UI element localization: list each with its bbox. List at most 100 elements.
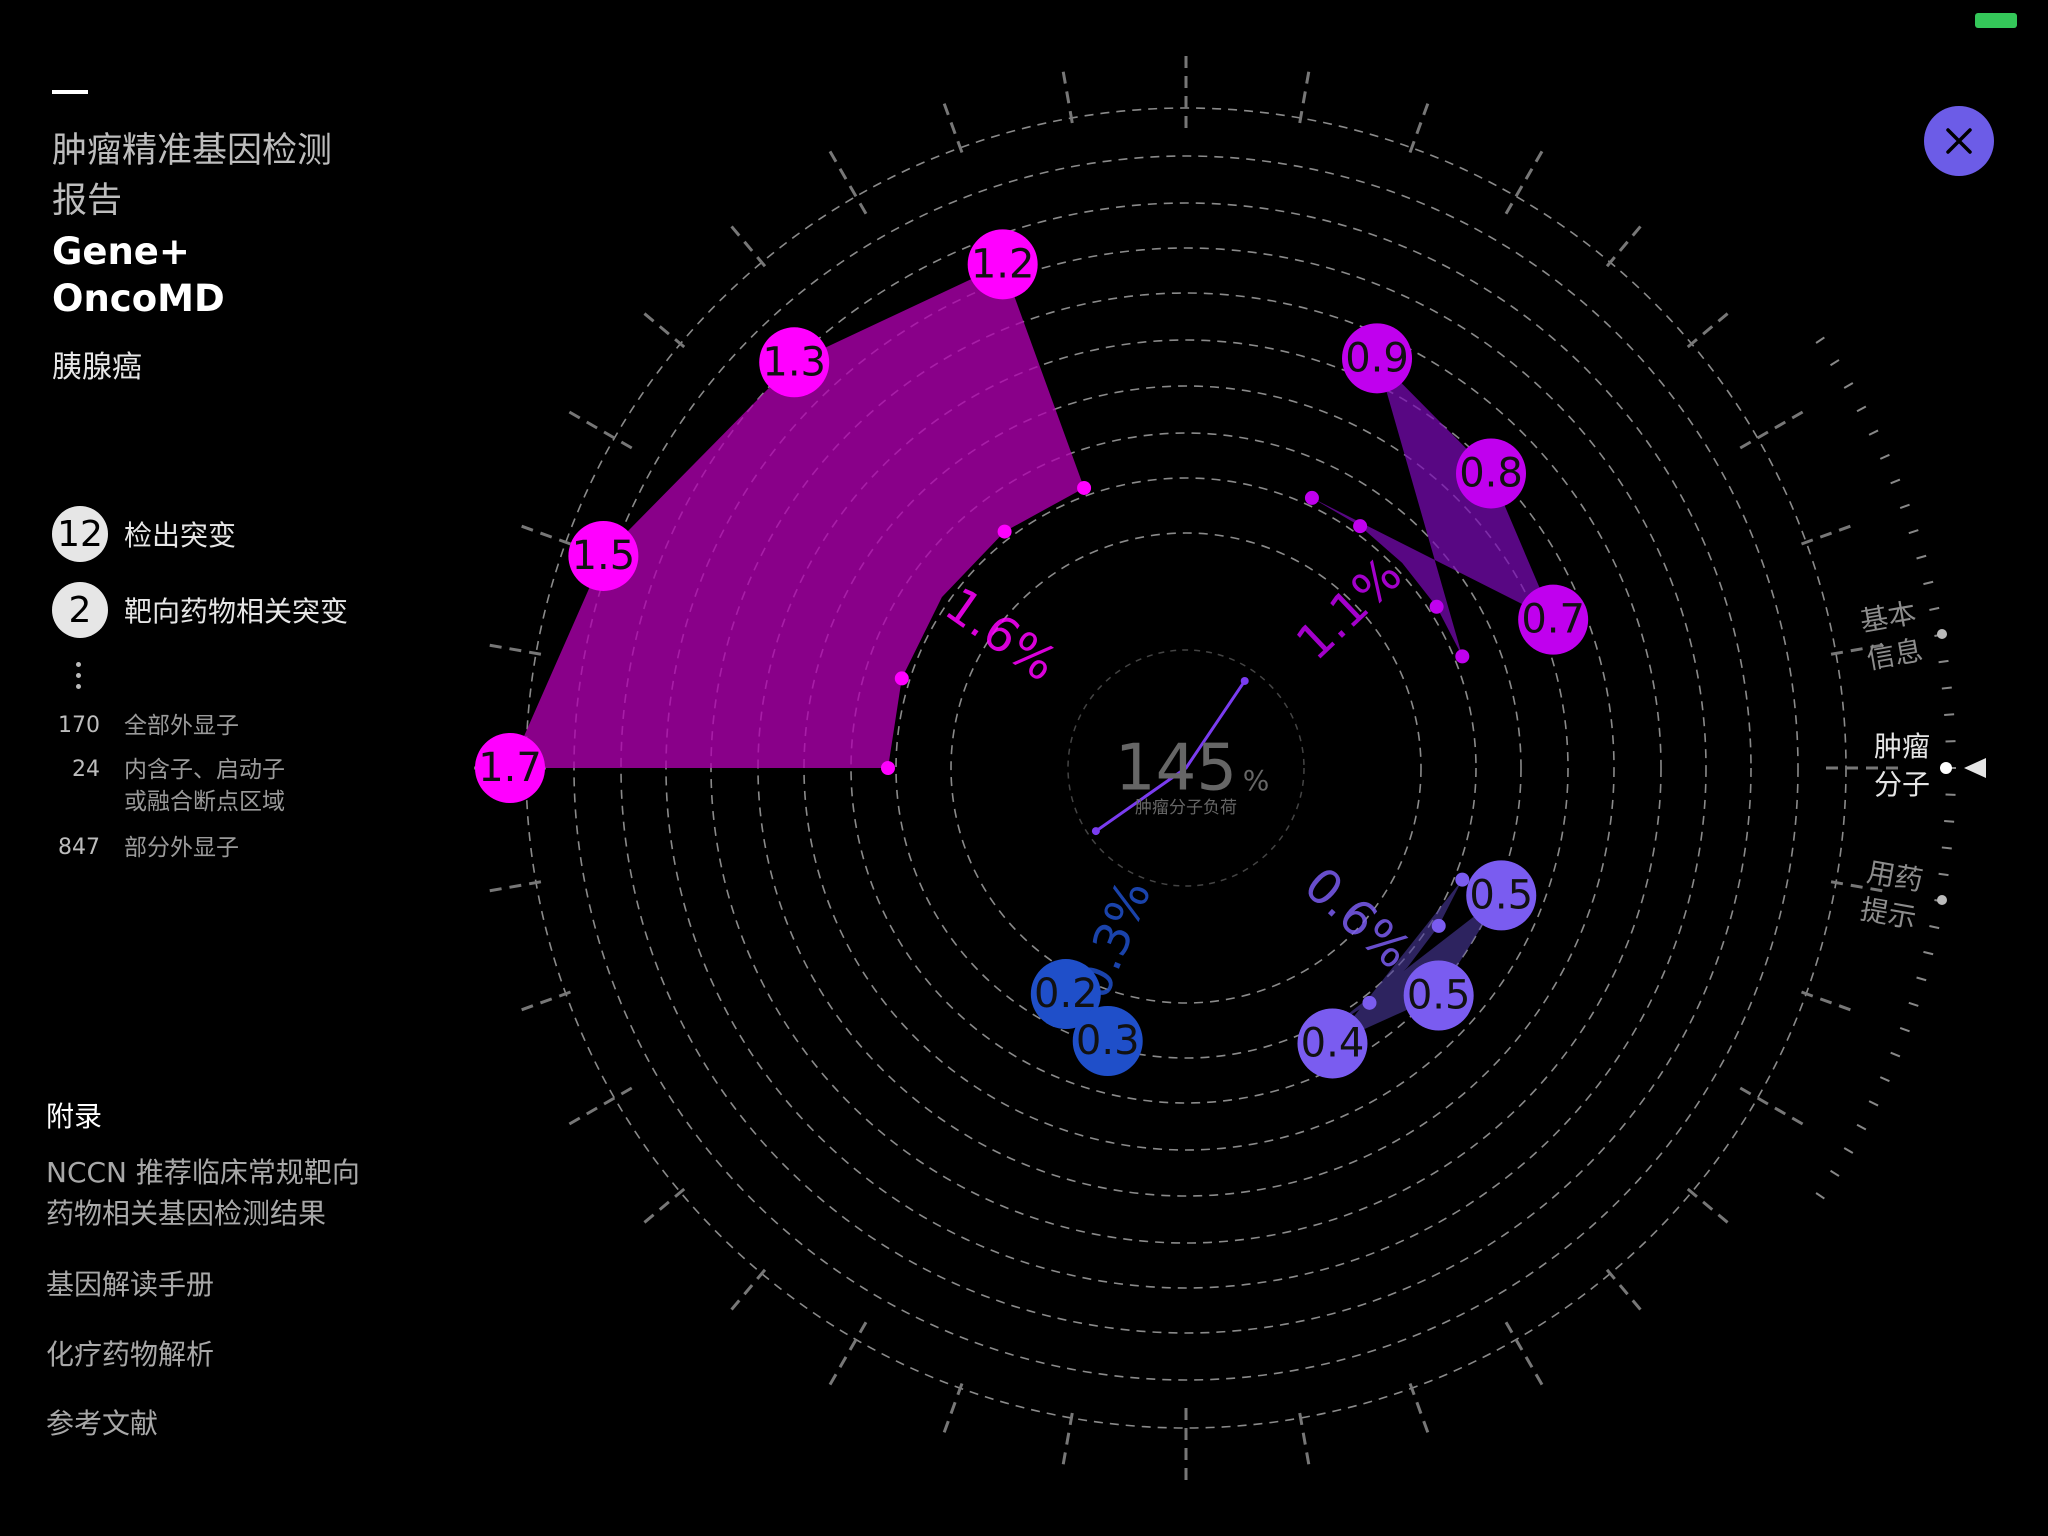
detected-count-badge: 12 — [52, 506, 108, 562]
grid-tick — [1605, 219, 1647, 268]
nav-arc-tick — [1908, 1001, 1919, 1007]
nav-arc-tick — [1938, 872, 1949, 877]
grid-ring — [850, 432, 1522, 1104]
detected-count-label: 检出突变 — [124, 519, 237, 552]
nav-arc-tick — [1815, 336, 1825, 344]
value-bubble — [568, 520, 639, 591]
center-unit: % — [1243, 764, 1270, 797]
grid-tick — [1504, 148, 1545, 215]
nav-arc-tick — [1929, 925, 1940, 930]
appendix-link-chemo[interactable]: 化疗药物解析 — [46, 1338, 215, 1371]
value-bubble-label: 1.7 — [478, 745, 542, 791]
sector-inner-dot — [1431, 918, 1446, 933]
report-title: 肿瘤精准基因检测 报告 — [52, 126, 372, 226]
nav-arc-tick — [1890, 1051, 1901, 1058]
stat-introns: 24 内含子、启动子 或融合断点区域 — [40, 754, 364, 818]
appendix-link-gene-manual[interactable]: 基因解读手册 — [46, 1268, 215, 1301]
product-brand: Gene+ OncoMD — [52, 228, 372, 322]
value-bubble — [1466, 860, 1537, 931]
grid-ring — [895, 477, 1477, 1059]
center-ring — [1067, 649, 1305, 887]
value-bubble — [1297, 1008, 1368, 1079]
grid-tick — [481, 880, 542, 894]
grid-tick — [513, 522, 572, 546]
sector-inner-dot — [1362, 995, 1377, 1010]
nav-arc-tick — [1829, 359, 1840, 367]
detected-mutations-row[interactable]: 12 检出突变 — [52, 504, 236, 564]
vertical-dots-icon — [76, 662, 82, 695]
grid-tick — [513, 990, 572, 1014]
triangle-left-icon — [1964, 758, 1986, 778]
value-bubble — [1030, 959, 1101, 1030]
sector-area — [1311, 358, 1554, 657]
chart-grid-ticks — [471, 53, 1901, 1483]
nav-arc-tick — [1944, 820, 1955, 823]
brand-line1: Gene+ — [52, 230, 190, 273]
nav-arc-tick — [1879, 1076, 1890, 1083]
appendix-link-nccn[interactable]: NCCN 推荐临床常规靶向 药物相关基因检测结果 — [46, 1152, 406, 1234]
report-title-line1: 肿瘤精准基因检测 — [52, 131, 333, 171]
nav-arc-tick — [1916, 976, 1927, 982]
nav-item-line2: 分子 — [1873, 768, 1930, 801]
appendix-link-line1: NCCN 推荐临床常规靶向 — [46, 1156, 360, 1189]
nav-dot-medication — [1937, 895, 1947, 905]
grid-tick — [481, 642, 542, 656]
nav-arc-tick — [1941, 686, 1952, 690]
nav-item-tumor-molecular[interactable]: 肿瘤 分子 — [1810, 728, 1930, 804]
grid-tick — [1800, 990, 1859, 1014]
grid-tick — [637, 1187, 686, 1229]
nav-arc-tick — [1868, 1100, 1879, 1107]
sector-inner-dot — [1455, 649, 1470, 664]
value-bubble — [1342, 323, 1413, 394]
targeted-count-badge: 2 — [52, 582, 108, 638]
nav-arc-tick — [1923, 950, 1934, 956]
nav-arc-tick — [1879, 453, 1890, 460]
grid-tick — [1060, 63, 1074, 124]
stat-label-line1: 内含子、启动子 — [124, 757, 285, 783]
value-bubble-label: 0.5 — [1469, 872, 1533, 918]
value-bubble-label: 0.7 — [1521, 597, 1585, 643]
appendix-link-references[interactable]: 参考文献 — [46, 1407, 159, 1440]
stat-full-exons: 170 全部外显子 — [40, 710, 364, 742]
close-icon — [1946, 128, 1972, 154]
sector-inner-dot — [1455, 872, 1470, 887]
nav-arc-tick — [1868, 429, 1879, 436]
grid-tick — [1686, 307, 1735, 349]
grid-tick — [1830, 642, 1891, 656]
sector-area — [510, 264, 1085, 768]
nav-arc-tick — [1916, 554, 1927, 560]
nav-dot-basic-info — [1937, 629, 1947, 639]
targeted-mutations-row[interactable]: 2 靶向药物相关突变 — [52, 580, 348, 640]
value-bubble — [1456, 438, 1527, 509]
appendix-link-line2: 药物相关基因检测结果 — [46, 1197, 327, 1230]
value-bubble-label: 0.4 — [1301, 1020, 1365, 1066]
grid-tick — [725, 1268, 767, 1317]
center-needle — [1095, 680, 1246, 833]
nav-item-line1: 肿瘤 — [1873, 730, 1930, 763]
nav-arc-tick — [1938, 659, 1949, 664]
value-bubble-label: 1.3 — [762, 339, 826, 385]
value-bubble-label: 0.8 — [1459, 450, 1523, 496]
value-bubble — [967, 229, 1038, 300]
chart-center: 145 % 肿瘤分子负荷 — [1067, 649, 1305, 887]
sector-percent-label: 1.6% — [935, 577, 1067, 693]
value-bubble-label: 1.5 — [572, 533, 636, 579]
nav-arc-tick — [1843, 382, 1854, 389]
value-bubble-label: 0.2 — [1034, 971, 1098, 1017]
close-button[interactable] — [1924, 106, 1994, 176]
grid-ring — [620, 202, 1752, 1334]
grid-tick — [827, 148, 868, 215]
value-bubble-label: 0.5 — [1407, 973, 1471, 1019]
value-bubble — [1518, 584, 1589, 655]
cancer-type: 胰腺癌 — [52, 350, 142, 385]
value-bubble-label: 0.9 — [1345, 335, 1409, 381]
grid-tick — [1408, 1382, 1432, 1441]
nav-arc-tick — [1890, 478, 1901, 485]
targeted-count-label: 靶向药物相关突变 — [124, 595, 349, 628]
nav-arc-tick — [1829, 1169, 1840, 1177]
nav-arc-tick — [1899, 1026, 1910, 1033]
value-bubble — [1403, 960, 1474, 1031]
report-title-line2: 报告 — [52, 181, 123, 221]
value-bubble — [1072, 1005, 1143, 1076]
